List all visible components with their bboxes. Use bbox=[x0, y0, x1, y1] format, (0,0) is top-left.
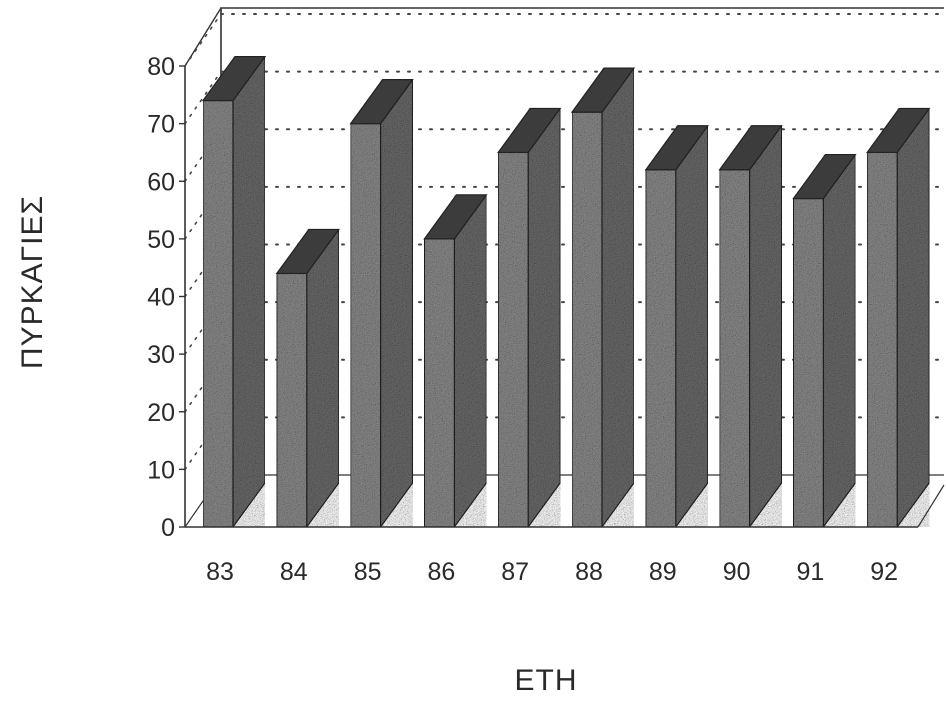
bar-top bbox=[570, 67, 636, 113]
bar-front bbox=[276, 272, 308, 528]
bar-front bbox=[866, 151, 898, 528]
x-tick-label: 86 bbox=[427, 558, 455, 586]
y-tick-label: 60 bbox=[147, 168, 175, 196]
x-tick-label: 89 bbox=[649, 558, 677, 586]
y-tick-label: 50 bbox=[147, 226, 175, 254]
bar-top bbox=[275, 228, 340, 275]
gridline-side bbox=[184, 70, 222, 125]
x-tick-label: 92 bbox=[870, 558, 898, 586]
bar-side bbox=[822, 152, 857, 529]
gridline-side bbox=[184, 128, 222, 183]
bar-top bbox=[718, 125, 783, 171]
bar-top bbox=[866, 107, 931, 154]
bar-front bbox=[571, 111, 603, 528]
bar-top bbox=[644, 125, 709, 171]
bar-side bbox=[232, 54, 266, 529]
bar-side bbox=[896, 106, 930, 529]
y-tick-label: 10 bbox=[147, 456, 175, 484]
bar bbox=[866, 106, 931, 529]
gridline-side bbox=[184, 301, 222, 355]
y-axis-title: ΠΥΡΚΑΓΙΕΣ bbox=[16, 195, 49, 369]
bar bbox=[792, 152, 857, 529]
bar-top bbox=[349, 79, 414, 125]
bar-side bbox=[453, 193, 487, 529]
bar-front bbox=[423, 238, 455, 528]
bar-top bbox=[497, 107, 562, 154]
gridline-side bbox=[184, 186, 222, 240]
gridline-side bbox=[184, 416, 222, 471]
y-tick-label: 20 bbox=[147, 399, 175, 427]
bar bbox=[201, 54, 267, 529]
y-tick-label: 40 bbox=[147, 284, 175, 312]
x-tick-label: 85 bbox=[354, 558, 382, 586]
bars bbox=[201, 54, 931, 529]
bar-side bbox=[675, 123, 709, 529]
bar-side bbox=[527, 106, 561, 529]
y-tick-label: 0 bbox=[161, 514, 175, 542]
bar bbox=[644, 123, 709, 529]
bar-top bbox=[201, 55, 267, 102]
bar-top bbox=[423, 194, 488, 240]
x-tick-label: 88 bbox=[575, 558, 603, 586]
bar-side bbox=[601, 66, 635, 529]
bar-side bbox=[748, 123, 783, 529]
bar bbox=[570, 66, 636, 529]
y-tick-label: 80 bbox=[147, 53, 175, 81]
x-tick-labels: 83 84 85 86 87 88 89 90 91 92 bbox=[206, 558, 898, 586]
bar-side bbox=[306, 227, 340, 529]
x-tick-label: 90 bbox=[723, 558, 751, 586]
gridline-side bbox=[184, 243, 222, 298]
y-tick-labels: 0 10 20 30 40 50 60 70 80 bbox=[147, 53, 185, 542]
gridline-side bbox=[184, 358, 222, 413]
x-tick-label: 83 bbox=[206, 558, 234, 586]
bar-front bbox=[497, 151, 529, 528]
y-tick-label: 30 bbox=[147, 341, 175, 369]
gridline-side bbox=[184, 13, 222, 67]
bar-top bbox=[792, 153, 857, 200]
bar-front bbox=[202, 99, 234, 528]
bar-side bbox=[380, 77, 414, 529]
bar bbox=[718, 123, 783, 529]
x-axis-title: ΕΤΗ bbox=[515, 664, 578, 697]
x-tick-label: 87 bbox=[501, 558, 529, 586]
bar-front bbox=[350, 123, 382, 528]
y-tick-label: 70 bbox=[147, 111, 175, 139]
bar bbox=[349, 77, 414, 529]
bar-front bbox=[792, 197, 825, 528]
x-tick-label: 91 bbox=[796, 558, 824, 586]
floor-right-edge bbox=[917, 484, 945, 528]
bar-front bbox=[718, 169, 751, 528]
bar bbox=[423, 193, 488, 529]
bar-front bbox=[645, 169, 677, 528]
bar bbox=[497, 106, 562, 529]
gridlines bbox=[184, 13, 945, 471]
bar bbox=[275, 227, 340, 529]
x-tick-label: 84 bbox=[280, 558, 308, 586]
